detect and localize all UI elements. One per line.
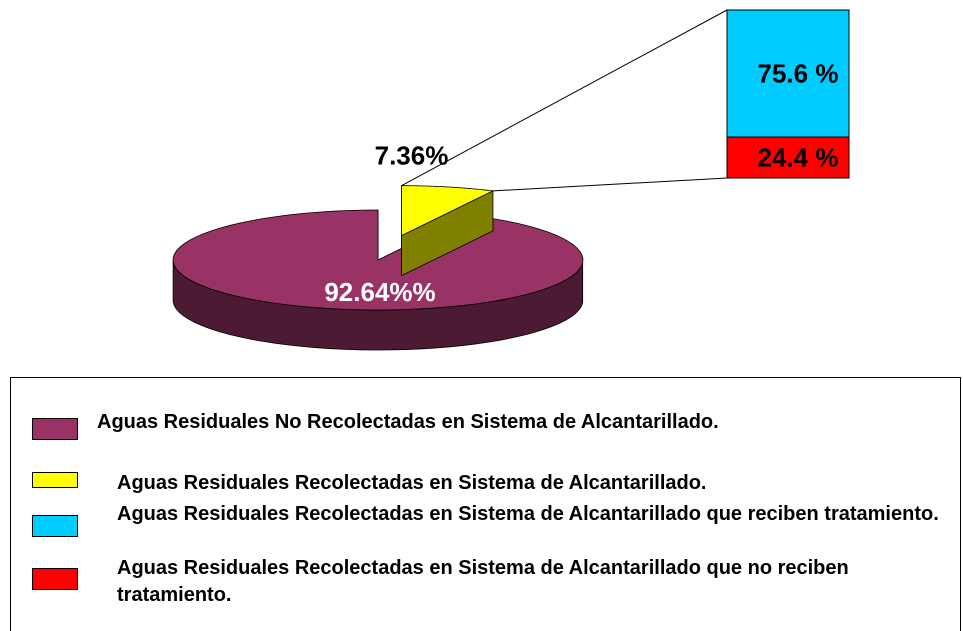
legend-label: Aguas Residuales Recolectadas en Sistema…	[117, 503, 939, 525]
data-label: 7.36%	[375, 141, 449, 171]
bar-segment	[726, 9, 850, 138]
legend-swatch	[32, 418, 78, 440]
slice-top	[401, 185, 495, 237]
chart: 92.64%% 7.36% 75.6 % 24.4 %	[172, 9, 850, 351]
legend-label: Aguas Residuales Recolectadas en Sistema…	[117, 557, 849, 606]
bar-segment	[726, 136, 850, 179]
data-label: 75.6 %	[758, 58, 839, 88]
legend-label: Aguas Residuales No Recolectadas en Sist…	[97, 411, 719, 433]
connector-line	[492, 177, 728, 192]
legend-label: Aguas Residuales Recolectadas en Sistema…	[117, 472, 707, 494]
connector-line	[401, 9, 728, 187]
legend-swatch	[32, 568, 78, 590]
data-label: 24.4 %	[758, 142, 839, 172]
legend-swatch	[32, 472, 78, 488]
legend	[10, 377, 961, 631]
data-label: 92.64%%	[324, 277, 435, 307]
pie-slice	[401, 185, 495, 277]
legend-swatch	[32, 515, 78, 537]
